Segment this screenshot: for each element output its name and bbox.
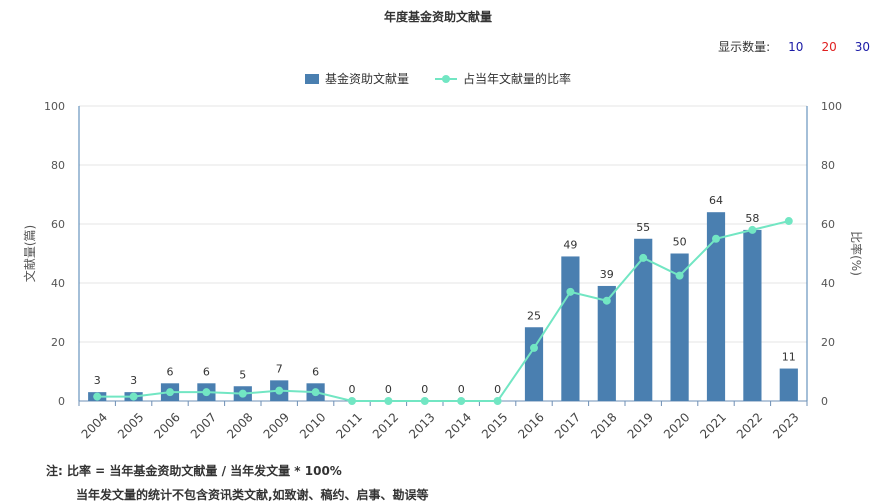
bar-2020 <box>670 253 689 401</box>
x-tick-label-2022: 2022 <box>734 410 765 441</box>
ratio-line <box>97 220 790 402</box>
x-tick-label-2016: 2016 <box>515 410 546 441</box>
x-tick-label-2010: 2010 <box>297 410 328 441</box>
bar-value-label-2022: 58 <box>745 212 759 225</box>
bar-2016 <box>524 327 544 401</box>
x-tick-label-2014: 2014 <box>443 410 474 441</box>
ratio-point-2019 <box>639 253 648 262</box>
ratio-point-2007 <box>202 388 211 397</box>
display-count-option-30[interactable]: 30 <box>854 39 870 54</box>
ratio-point-2015 <box>493 397 502 405</box>
x-tick-label-2013: 2013 <box>406 410 437 441</box>
x-tick-label-2005: 2005 <box>115 410 146 441</box>
ratio-point-2023 <box>784 217 793 226</box>
x-tick-label-2020: 2020 <box>661 410 692 441</box>
bar-value-label-2010: 6 <box>312 365 319 378</box>
x-tick-label-2019: 2019 <box>625 410 656 441</box>
bar-value-label-2005: 3 <box>130 374 137 387</box>
bar-value-label-2013: 0 <box>421 383 428 396</box>
y-tick-label-100: 100 <box>44 100 65 113</box>
x-tick-label-2017: 2017 <box>552 410 583 441</box>
ratio-point-2022 <box>748 225 757 234</box>
x-tick-label-2008: 2008 <box>224 410 255 441</box>
x-tick-label-2007: 2007 <box>188 410 219 441</box>
ratio-point-2018 <box>602 296 611 305</box>
bar-value-label-2019: 55 <box>636 221 650 234</box>
ratio-point-2011 <box>348 397 356 405</box>
bar-value-label-2014: 0 <box>458 383 465 396</box>
legend-line-swatch <box>435 74 457 84</box>
chart-title: 年度基金资助文献量 <box>383 10 492 24</box>
x-tick-label-2021: 2021 <box>697 410 728 441</box>
x-tick-label-2011: 2011 <box>333 410 364 441</box>
x-tick-label-2004: 2004 <box>79 410 110 441</box>
bar-value-label-2004: 3 <box>94 374 101 387</box>
ratio-point-2010 <box>311 388 320 397</box>
y-axis-title: 文献量(篇) <box>22 225 37 282</box>
bar-value-label-2018: 39 <box>600 268 614 281</box>
x-tick-label-2023: 2023 <box>770 410 801 441</box>
bar-2021 <box>706 212 726 401</box>
y2-tick-label-80: 80 <box>821 159 835 172</box>
ratio-point-2004 <box>93 392 102 401</box>
bar-value-label-2012: 0 <box>385 383 392 396</box>
bar-2023 <box>779 368 798 401</box>
ratio-point-2021 <box>712 234 720 243</box>
note-formula: 注: 比率 = 当年基金资助文献量 / 当年发文量 * 100% <box>46 464 342 478</box>
y2-axis-title: 比率(%) <box>849 231 864 276</box>
y2-tick-label-0: 0 <box>821 395 828 408</box>
x-tick-label-2012: 2012 <box>370 410 401 441</box>
ratio-point-2006 <box>166 388 174 397</box>
ratio-point-2020 <box>675 271 684 280</box>
y2-tick-label-100: 100 <box>821 100 842 113</box>
y-tick-label-40: 40 <box>51 277 65 290</box>
y2-tick-label-40: 40 <box>821 277 835 290</box>
ratio-point-2012 <box>384 397 393 405</box>
bar-value-label-2006: 6 <box>167 365 174 378</box>
bar-value-label-2011: 0 <box>349 383 356 396</box>
ratio-point-2016 <box>530 343 538 352</box>
y-tick-label-60: 60 <box>51 218 65 231</box>
legend-bar-label: 基金资助文献量 <box>324 72 409 86</box>
display-count-selector: 显示数量: 10 20 30 <box>718 38 870 55</box>
legend-line-label: 占当年文献量的比率 <box>463 72 572 86</box>
bar-value-label-2016: 25 <box>527 309 541 322</box>
bar-2022 <box>743 229 762 401</box>
y-tick-label-80: 80 <box>51 159 65 172</box>
bar-value-label-2015: 0 <box>494 383 501 396</box>
ratio-point-2014 <box>457 397 466 405</box>
ratio-point-2005 <box>129 392 138 401</box>
ratio-point-2017 <box>566 287 575 296</box>
bar-value-label-2020: 50 <box>673 236 687 249</box>
ratio-point-2013 <box>420 397 429 405</box>
legend-bar-swatch <box>304 73 319 84</box>
bar-2017 <box>561 256 580 401</box>
bar-value-label-2023: 11 <box>782 351 796 364</box>
y-tick-label-0: 0 <box>58 395 65 408</box>
ratio-point-2008 <box>238 389 247 398</box>
legend-item-bar[interactable]: 基金资助文献量 <box>304 70 409 87</box>
bar-2019 <box>634 238 653 401</box>
x-tick-label-2015: 2015 <box>479 410 510 441</box>
chart-legend: 基金资助文献量 占当年文献量的比率 <box>0 70 876 87</box>
bar-value-label-2021: 64 <box>709 194 723 207</box>
y2-tick-label-20: 20 <box>821 336 835 349</box>
display-count-option-10[interactable]: 10 <box>788 39 804 54</box>
ratio-point-2009 <box>275 386 284 395</box>
x-tick-label-2018: 2018 <box>588 410 619 441</box>
bar-value-label-2008: 5 <box>239 368 246 381</box>
y2-tick-label-60: 60 <box>821 218 835 231</box>
display-count-option-20[interactable]: 20 <box>821 39 837 54</box>
y-tick-label-20: 20 <box>51 336 65 349</box>
legend-item-line[interactable]: 占当年文献量的比率 <box>435 70 571 87</box>
note-exclusion: 当年发文量的统计不包含资讯类文献,如致谢、稿约、启事、勘误等 <box>76 488 429 502</box>
bar-value-label-2009: 7 <box>276 362 283 375</box>
display-count-label: 显示数量: <box>718 40 771 54</box>
bar-value-label-2017: 49 <box>563 238 577 251</box>
x-tick-label-2009: 2009 <box>261 410 292 441</box>
bar-value-label-2007: 6 <box>203 365 210 378</box>
bar-2018 <box>597 285 616 401</box>
x-tick-label-2006: 2006 <box>151 410 182 441</box>
